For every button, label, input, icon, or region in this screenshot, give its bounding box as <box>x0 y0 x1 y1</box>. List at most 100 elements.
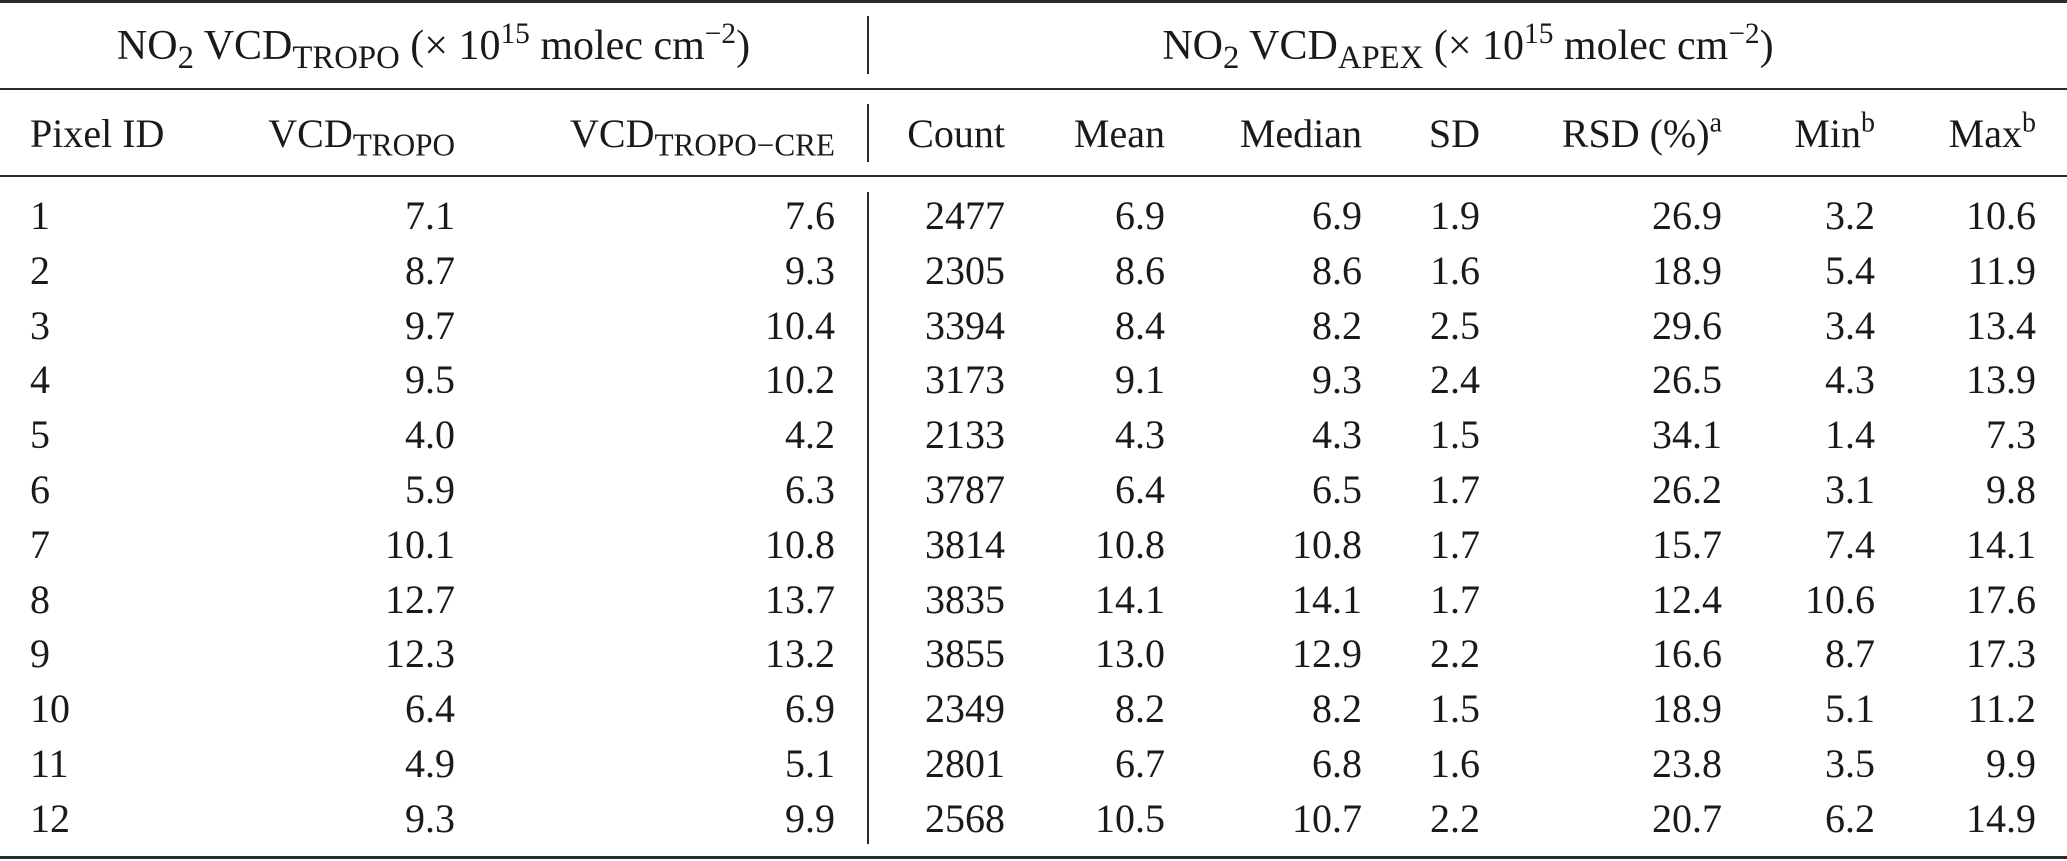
table-cell: 4 <box>30 357 50 403</box>
table-cell: 1.6 <box>1430 247 1480 293</box>
table-cell: 10.2 <box>765 357 835 403</box>
table-cell: 2.2 <box>1430 631 1480 677</box>
gh-sub: APEX <box>1337 40 1424 77</box>
table-cell: 26.9 <box>1652 193 1722 238</box>
table-cell: 13.0 <box>1095 631 1165 677</box>
table-cell: 9.9 <box>785 795 835 841</box>
table-cell: 10.8 <box>1095 521 1165 567</box>
table-cell: 16.6 <box>1652 631 1722 677</box>
table-cell: 3814 <box>925 521 1005 567</box>
gh-text: molec cm <box>1553 23 1729 69</box>
group-header-vcd-apex: NO2 VCDAPEX (× 1015 molec cm−2) <box>869 16 2067 76</box>
table-cell: 23.8 <box>1652 741 1722 786</box>
table-cell: 9.8 <box>1986 467 2036 512</box>
table-cell: 6.4 <box>1115 467 1165 512</box>
group-header-rule <box>0 88 2067 90</box>
table-cell: 34.1 <box>1652 412 1722 458</box>
table-cell: 2 <box>30 247 50 293</box>
table-cell: 10.6 <box>1805 576 1875 622</box>
table-cell: 2305 <box>925 247 1005 293</box>
table-cell: 12.4 <box>1652 576 1722 622</box>
table-cell: 1.7 <box>1430 576 1480 622</box>
table-cell: 17.3 <box>1966 631 2036 677</box>
table-cell: 5.1 <box>785 741 835 786</box>
col-header-sub: TROPO <box>352 127 455 163</box>
table-cell: 13.4 <box>1966 302 2036 348</box>
table-cell: 10.1 <box>385 521 455 567</box>
table-cell: 8 <box>30 576 50 622</box>
table-bottom-rule <box>0 856 2067 859</box>
col-header-rsd: RSD (%)a <box>1490 104 1722 164</box>
table-cell: 5.1 <box>1825 686 1875 732</box>
table-cell: 2477 <box>925 193 1005 238</box>
table-cell: 12 <box>30 795 70 841</box>
table-cell: 2133 <box>925 412 1005 458</box>
table-cell: 3835 <box>925 576 1005 622</box>
table-cell: 6.9 <box>1312 193 1362 238</box>
table-cell: 9.9 <box>1986 741 2036 786</box>
table-cell: 7.4 <box>1825 521 1875 567</box>
table-cell: 3.1 <box>1825 467 1875 512</box>
table-cell: 10.6 <box>1966 193 2036 238</box>
table-cell: 9.5 <box>405 357 455 403</box>
table-cell: 8.7 <box>1825 631 1875 677</box>
table-cell: 8.7 <box>405 247 455 293</box>
table-cell: 17.6 <box>1966 576 2036 622</box>
col-header-sd: SD <box>1428 111 1480 156</box>
col-header-median: Median <box>1239 111 1362 156</box>
col-header-mean: Mean <box>1073 111 1165 156</box>
table-cell: 26.5 <box>1652 357 1722 403</box>
col-header-base: Max <box>1948 111 2022 156</box>
table-cell: 8.6 <box>1312 247 1362 293</box>
table-cell: 4.3 <box>1115 412 1165 458</box>
table-cell: 9.3 <box>405 795 455 841</box>
gh-sub: TROPO <box>292 40 400 77</box>
table-cell: 3 <box>30 302 50 348</box>
table-cell: 1.7 <box>1430 521 1480 567</box>
gh-text: NO <box>1162 23 1224 69</box>
gh-sup: 15 <box>500 17 530 50</box>
group-header-vcd-tropo: NO2 VCDTROPO (× 1015 molec cm−2) <box>0 16 867 76</box>
table-cell: 6.7 <box>1115 741 1165 786</box>
column-divider <box>867 104 869 162</box>
col-header-sup: a <box>1709 107 1722 139</box>
table-cell: 13.2 <box>765 631 835 677</box>
column-header-rule <box>0 175 2067 177</box>
col-header-base: VCD <box>268 111 353 156</box>
table-cell: 2.4 <box>1430 357 1480 403</box>
table-cell: 7.1 <box>405 193 455 238</box>
table-cell: 8.2 <box>1312 302 1362 348</box>
table-cell: 6.4 <box>405 686 455 732</box>
table-cell: 10.7 <box>1292 795 1362 841</box>
table-cell: 1 <box>30 193 50 238</box>
table-cell: 3.4 <box>1825 302 1875 348</box>
table-cell: 14.9 <box>1966 795 2036 841</box>
table-cell: 10.8 <box>1292 521 1362 567</box>
table-cell: 3.5 <box>1825 741 1875 786</box>
gh-text: VCD <box>1239 23 1338 69</box>
gh-sup: −2 <box>704 17 737 50</box>
table-cell: 1.5 <box>1430 412 1480 458</box>
table-cell: 3394 <box>925 302 1005 348</box>
table-cell: 9 <box>30 631 50 677</box>
table-cell: 9.3 <box>1312 357 1362 403</box>
table-cell: 20.7 <box>1652 795 1722 841</box>
table-cell: 5.4 <box>1825 247 1875 293</box>
col-header-count: Count <box>907 111 1005 156</box>
table-cell: 26.2 <box>1652 467 1722 512</box>
table-cell: 9.7 <box>405 302 455 348</box>
column-divider <box>867 192 869 844</box>
gh-text: VCD <box>193 23 293 69</box>
col-header-sub: TROPO−CRE <box>654 127 836 163</box>
table-cell: 6.2 <box>1825 795 1875 841</box>
table-cell: 8.6 <box>1115 247 1165 293</box>
table-cell: 10.8 <box>765 521 835 567</box>
col-header-pixel-id: Pixel ID <box>30 111 165 156</box>
gh-sup: −2 <box>1728 17 1760 50</box>
table-cell: 9.1 <box>1115 357 1165 403</box>
table-cell: 6.9 <box>785 686 835 732</box>
table-cell: 14.1 <box>1966 521 2036 567</box>
table-cell: 4.3 <box>1825 357 1875 403</box>
table-cell: 6.3 <box>785 467 835 512</box>
table-cell: 10.4 <box>765 302 835 348</box>
